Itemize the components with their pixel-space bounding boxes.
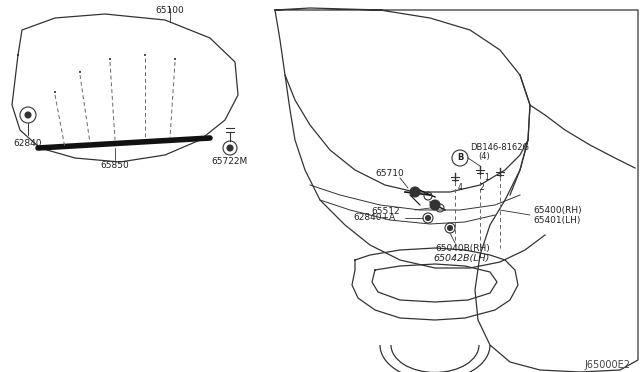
- Circle shape: [430, 200, 440, 210]
- Text: 65400(RH): 65400(RH): [533, 205, 582, 215]
- Text: (4): (4): [478, 153, 490, 161]
- Text: 65042B(LH): 65042B(LH): [433, 253, 490, 263]
- Text: 2: 2: [479, 183, 484, 192]
- Text: J65000E2: J65000E2: [584, 360, 630, 370]
- Text: •: •: [78, 70, 82, 76]
- Text: 4: 4: [458, 183, 463, 192]
- Circle shape: [410, 187, 420, 197]
- Circle shape: [447, 225, 452, 231]
- Text: 65850: 65850: [100, 160, 129, 170]
- Circle shape: [25, 112, 31, 118]
- Text: 65722M: 65722M: [212, 157, 248, 167]
- Circle shape: [426, 215, 431, 221]
- Text: 65040B(RH): 65040B(RH): [435, 244, 490, 253]
- Text: 65401(LH): 65401(LH): [533, 215, 580, 224]
- Text: 65710: 65710: [376, 170, 404, 179]
- Text: 1: 1: [484, 173, 490, 183]
- Text: B: B: [457, 154, 463, 163]
- Circle shape: [227, 145, 233, 151]
- Text: •: •: [108, 57, 112, 63]
- Text: •: •: [143, 53, 147, 59]
- Text: 65100: 65100: [156, 6, 184, 15]
- Text: DB146-8162G: DB146-8162G: [470, 144, 529, 153]
- Text: •: •: [53, 90, 57, 96]
- Text: 65512: 65512: [371, 206, 400, 215]
- Text: 62840: 62840: [13, 138, 42, 148]
- Text: •: •: [173, 57, 177, 63]
- Text: 62840+A: 62840+A: [353, 214, 395, 222]
